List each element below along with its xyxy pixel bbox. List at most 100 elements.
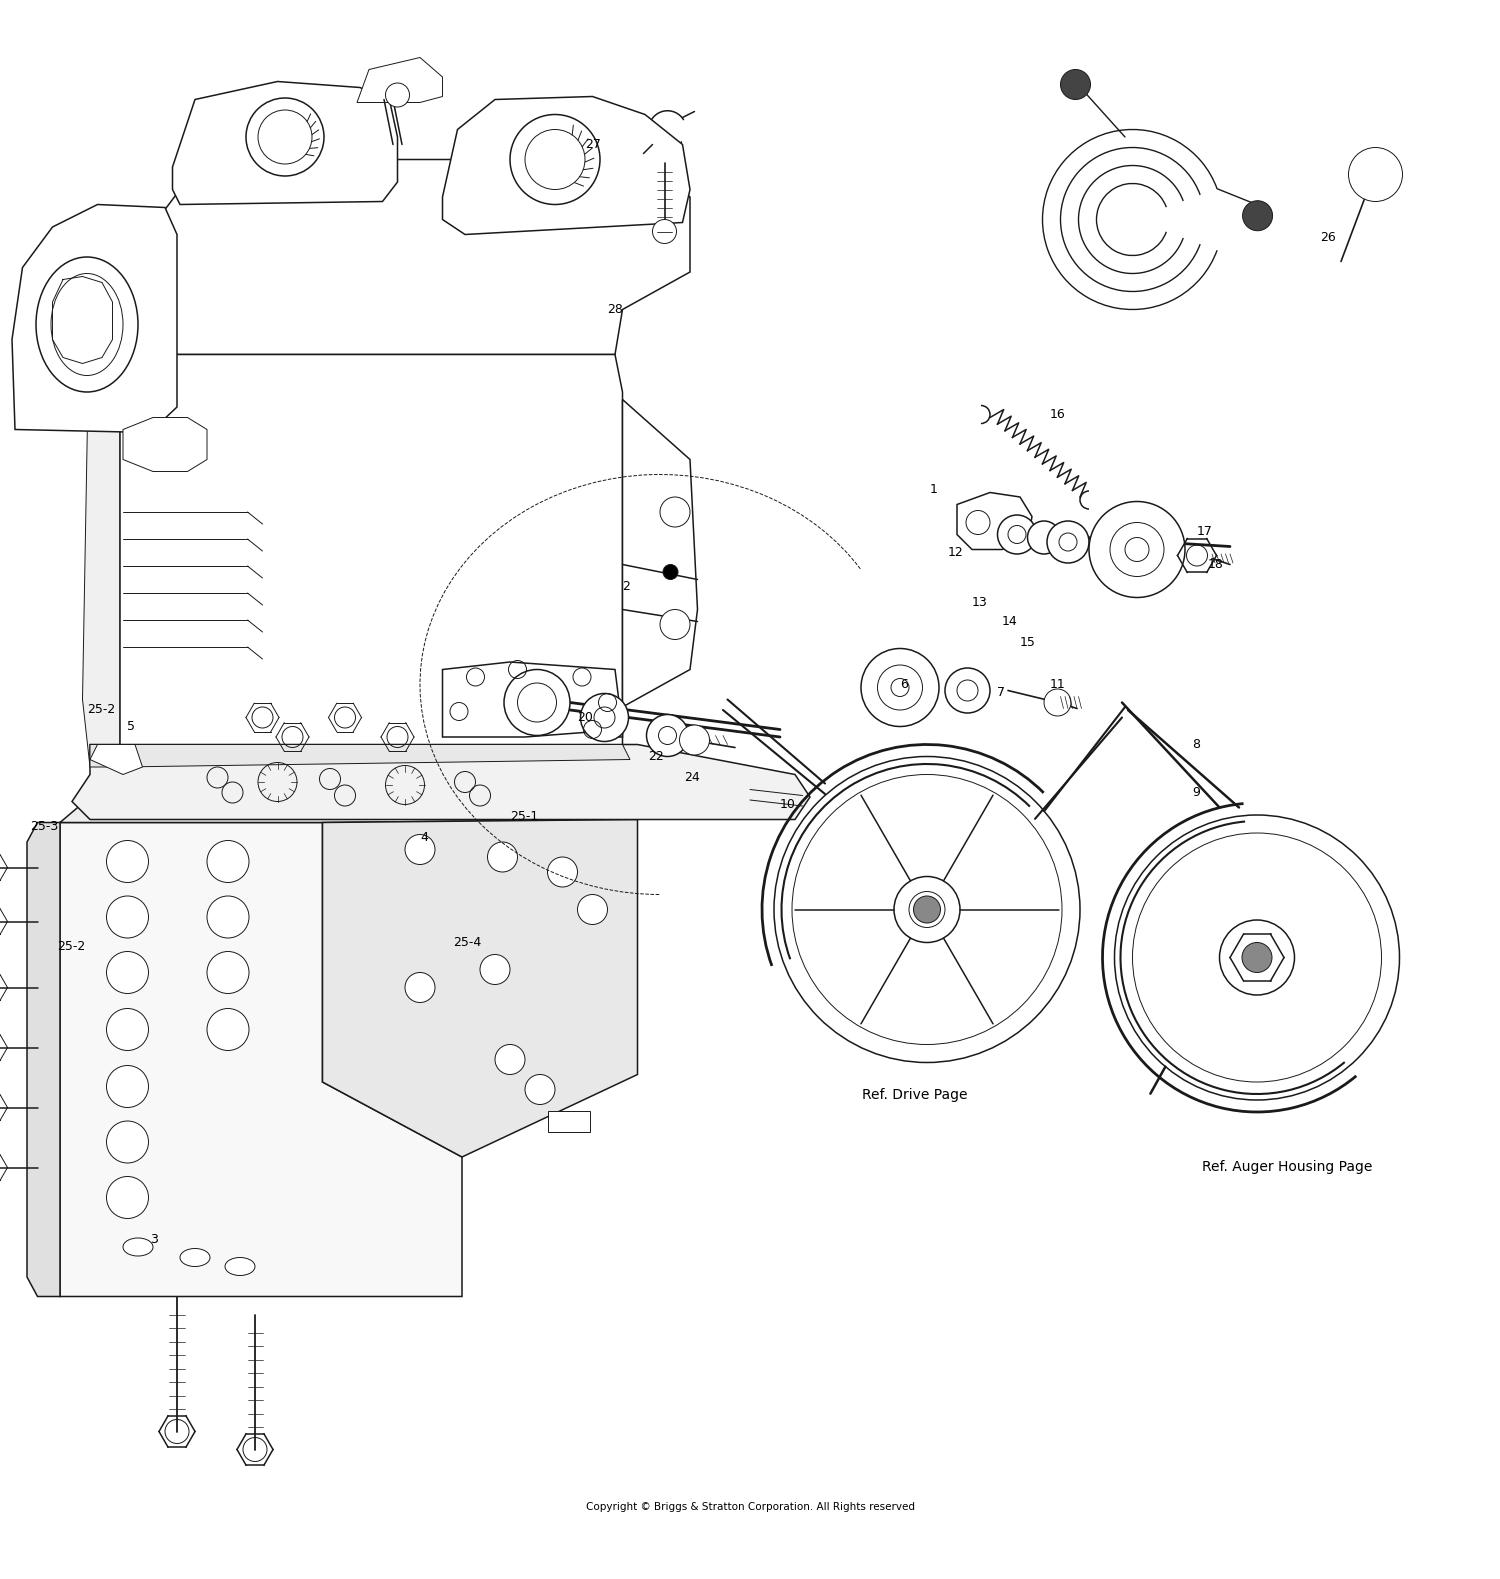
Polygon shape [72,745,810,820]
Circle shape [914,895,940,924]
Circle shape [1242,943,1272,973]
Circle shape [106,1176,148,1219]
Polygon shape [12,205,177,433]
Text: 25-1: 25-1 [510,810,538,823]
Bar [548,1110,590,1132]
Text: 6: 6 [900,677,908,692]
Ellipse shape [180,1249,210,1266]
Text: 16: 16 [1050,407,1065,422]
Circle shape [207,840,249,883]
Text: 9: 9 [1192,786,1200,799]
Text: 15: 15 [1020,636,1036,649]
Circle shape [894,876,960,943]
Circle shape [106,952,148,993]
Circle shape [207,895,249,938]
Polygon shape [90,745,142,775]
Polygon shape [442,662,622,737]
Circle shape [106,895,148,938]
Text: 27: 27 [585,137,602,152]
Text: 1: 1 [930,483,938,496]
Text: Copyright © Briggs & Stratton Corporation. All Rights reserved: Copyright © Briggs & Stratton Corporatio… [585,1502,915,1511]
Circle shape [1348,147,1402,202]
Polygon shape [442,96,690,235]
Text: Ref. Auger Housing Page: Ref. Auger Housing Page [1202,1161,1372,1175]
Polygon shape [90,745,630,767]
Circle shape [106,840,148,883]
Circle shape [106,1009,148,1050]
Circle shape [1028,521,1060,554]
Text: Ref. Drive Page: Ref. Drive Page [862,1088,968,1102]
Text: 5: 5 [128,720,135,733]
Circle shape [386,84,410,107]
Circle shape [861,649,939,726]
Circle shape [891,679,909,696]
Ellipse shape [123,1238,153,1255]
Circle shape [1060,69,1090,99]
Circle shape [578,894,608,924]
Text: 25-3: 25-3 [30,821,58,834]
Circle shape [646,715,688,756]
Text: 8: 8 [1192,737,1200,752]
Text: 20: 20 [578,711,594,725]
Polygon shape [123,417,207,472]
Circle shape [1220,921,1294,995]
Text: 26: 26 [1320,231,1335,245]
Text: 17: 17 [1197,524,1214,538]
Circle shape [660,497,690,527]
Text: 25-2: 25-2 [57,941,86,954]
Circle shape [652,219,676,243]
Text: 4: 4 [420,831,428,845]
Polygon shape [322,820,638,1157]
Text: 22: 22 [648,750,663,763]
Text: 2: 2 [622,581,630,594]
Circle shape [495,1044,525,1074]
Circle shape [1242,201,1272,231]
Circle shape [246,98,324,175]
Circle shape [488,842,518,872]
Text: 18: 18 [1208,557,1224,572]
Circle shape [1047,521,1089,564]
Circle shape [660,609,690,639]
Polygon shape [592,399,698,737]
Text: 25-4: 25-4 [453,936,482,949]
Circle shape [207,1009,249,1050]
Text: 14: 14 [1002,614,1019,628]
Polygon shape [82,279,120,767]
Circle shape [525,1074,555,1104]
Text: 7: 7 [998,685,1005,698]
Polygon shape [112,159,690,355]
Circle shape [663,565,678,579]
Circle shape [909,892,945,927]
Text: 11: 11 [1050,677,1065,692]
Circle shape [1114,815,1400,1101]
Circle shape [580,693,628,742]
Polygon shape [357,57,442,103]
Text: 25-2: 25-2 [87,704,116,717]
Ellipse shape [225,1257,255,1276]
Circle shape [945,668,990,714]
Text: BRIGGS & STRATTON: BRIGGS & STRATTON [424,772,656,791]
Circle shape [998,515,1036,554]
Ellipse shape [36,257,138,392]
Polygon shape [60,823,462,1296]
Text: 3: 3 [150,1233,158,1246]
Circle shape [106,1066,148,1107]
Circle shape [548,857,578,887]
Circle shape [504,669,570,736]
Circle shape [1044,688,1071,715]
Circle shape [106,1121,148,1164]
Text: 12: 12 [948,546,963,559]
Polygon shape [172,82,398,205]
Text: 28: 28 [608,303,624,316]
Text: 13: 13 [972,595,987,608]
Circle shape [1089,502,1185,597]
Polygon shape [957,493,1032,549]
Text: 10: 10 [780,797,796,812]
Circle shape [510,115,600,205]
Text: 24: 24 [684,771,699,785]
Circle shape [774,756,1080,1063]
Circle shape [405,973,435,1003]
Polygon shape [60,797,638,823]
Polygon shape [120,355,622,745]
Circle shape [480,954,510,984]
